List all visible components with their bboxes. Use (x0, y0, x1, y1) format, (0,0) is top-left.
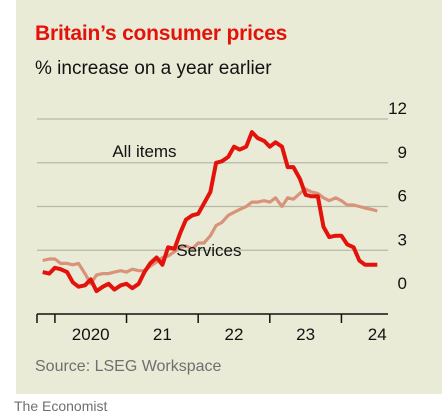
source-note: Source: LSEG Workspace (35, 358, 222, 375)
y-tick-label-12: 12 (388, 99, 407, 118)
y-tick-label-6: 6 (398, 187, 407, 206)
x-tick-label-24: 24 (368, 325, 387, 344)
gridlines (37, 118, 388, 251)
series-labels: All items Services (112, 142, 241, 260)
x-tick-label-2020: 2020 (72, 325, 110, 344)
y-tick-label-3: 3 (398, 230, 407, 249)
y-tick-label-0: 0 (398, 274, 407, 293)
series-line-services (42, 187, 378, 286)
y-tick-label-9: 9 (398, 143, 407, 162)
series-label-all-items: All items (112, 142, 176, 161)
publisher-credit: The Economist (14, 398, 108, 414)
chart-subtitle: % increase on a year earlier (35, 58, 272, 79)
series-lines (42, 130, 378, 294)
x-tick-label-23: 23 (296, 325, 315, 344)
series-label-services: Services (176, 241, 241, 260)
x-tick-label-22: 22 (225, 325, 244, 344)
chart-title: Britain’s consumer prices (35, 22, 288, 45)
y-axis-labels: 0 3 6 9 12 (388, 99, 407, 293)
x-tick-label-21: 21 (153, 325, 172, 344)
x-axis: 2020 21 22 23 24 (36, 313, 388, 344)
chart-card (16, 0, 442, 394)
series-line-all-items (42, 130, 378, 294)
